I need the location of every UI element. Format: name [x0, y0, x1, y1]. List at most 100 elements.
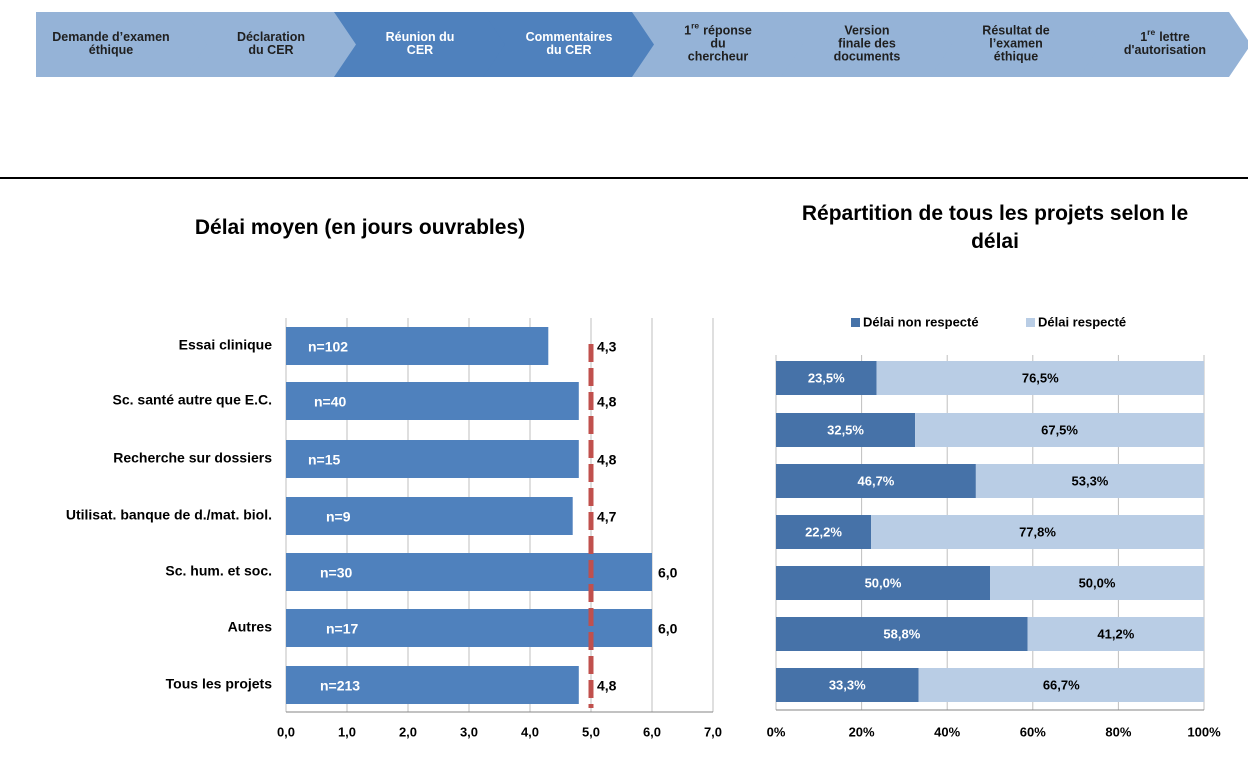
process-step [185, 12, 357, 77]
bar-segment [975, 464, 1204, 498]
bar-segment [776, 566, 990, 600]
step-label: d'autorisation [1124, 43, 1206, 57]
legend-label: Délai respecté [1038, 314, 1126, 329]
step-label: éthique [89, 43, 133, 57]
x-tick-label: 6,0 [643, 724, 661, 739]
bar [286, 497, 573, 535]
bar-segment [776, 464, 976, 498]
step-label: éthique [994, 50, 1038, 64]
process-step [1079, 12, 1248, 77]
x-tick-label: 3,0 [460, 724, 478, 739]
legend-swatch [1026, 318, 1035, 327]
step-sup: re [691, 21, 699, 31]
step-text: du [710, 37, 725, 51]
bar-segment [776, 617, 1028, 651]
step-label: documents [834, 50, 901, 64]
value-label: 23,5% [808, 370, 845, 385]
value-label: 50,0% [1079, 575, 1116, 590]
annotation: n=15 [308, 452, 341, 468]
bar [286, 382, 579, 420]
step-text: éthique [994, 50, 1038, 64]
category-label: Essai clinique [179, 337, 273, 353]
x-tick-label: 40% [934, 724, 960, 739]
step-label: du CER [248, 43, 293, 57]
step-label: du [710, 37, 725, 51]
x-tick-label: 0% [767, 724, 786, 739]
step-label: Demande d’examen [52, 30, 169, 44]
bar-segment [776, 515, 872, 549]
value-label: 53,3% [1072, 473, 1109, 488]
step-text: du CER [248, 43, 293, 57]
step-text: Version [844, 24, 889, 38]
value-label: 4,8 [597, 394, 617, 410]
x-tick-label: 100% [1187, 724, 1221, 739]
step-number: 1 [684, 24, 691, 38]
value-label: 67,5% [1041, 422, 1078, 437]
step-text: réponse [703, 24, 752, 38]
annotation: n=40 [314, 394, 347, 410]
step-text: lettre [1159, 30, 1190, 44]
step-label: finale des [838, 37, 896, 51]
category-label: Utilisat. banque de d./mat. biol. [66, 507, 272, 523]
process-step [483, 12, 655, 77]
x-tick-label: 4,0 [521, 724, 539, 739]
step-label: chercheur [688, 50, 749, 64]
step-text: l’examen [989, 37, 1043, 51]
x-tick-label: 2,0 [399, 724, 417, 739]
annotation: n=102 [308, 339, 348, 355]
category-label: Sc. santé autre que E.C. [113, 392, 273, 408]
legend-label: Délai non respecté [863, 314, 979, 329]
x-tick-label: 5,0 [582, 724, 600, 739]
bar-segment [915, 413, 1204, 447]
value-label: 46,7% [858, 473, 895, 488]
step-label: Version [844, 24, 889, 38]
process-step [781, 12, 953, 77]
x-tick-label: 0,0 [277, 724, 295, 739]
bar-segment [918, 668, 1204, 702]
step-text: Déclaration [237, 30, 305, 44]
bar-segment [776, 361, 877, 395]
bar-segment [876, 361, 1204, 395]
value-label: 58,8% [883, 626, 920, 641]
step-text: chercheur [688, 50, 749, 64]
x-tick-label: 1,0 [338, 724, 356, 739]
bar-segment [871, 515, 1204, 549]
annotation: n=17 [326, 621, 359, 637]
bar-segment [776, 668, 919, 702]
step-label: CER [407, 43, 433, 57]
category-label: Autres [228, 619, 273, 635]
value-label: 4,8 [597, 678, 617, 694]
annotation: n=30 [320, 565, 353, 581]
value-label: 76,5% [1022, 370, 1059, 385]
process-step [632, 12, 804, 77]
step-label: du CER [546, 43, 591, 57]
step-label: 1re réponse [684, 21, 752, 38]
process-step [334, 12, 506, 77]
step-text: Résultat de [982, 24, 1049, 38]
value-label: 6,0 [658, 621, 678, 637]
value-label: 6,0 [658, 565, 678, 581]
value-label: 4,8 [597, 452, 617, 468]
value-label: 77,8% [1019, 524, 1056, 539]
value-label: 66,7% [1043, 677, 1080, 692]
step-text: Demande d’examen [52, 30, 169, 44]
value-label: 22,2% [805, 524, 842, 539]
step-label: Réunion du [386, 30, 455, 44]
bar [286, 440, 579, 478]
bar [286, 327, 549, 365]
step-number: 1 [1140, 30, 1147, 44]
value-label: 32,5% [827, 422, 864, 437]
x-tick-label: 7,0 [704, 724, 722, 739]
category-label: Tous les projets [166, 676, 273, 692]
value-label: 4,3 [597, 339, 617, 355]
step-label: Déclaration [237, 30, 305, 44]
legend-swatch [851, 318, 860, 327]
step-label: 1re lettre [1140, 27, 1190, 44]
bar [286, 666, 579, 704]
value-label: 4,7 [597, 509, 617, 525]
step-text: du CER [546, 43, 591, 57]
step-text: documents [834, 50, 901, 64]
bar-segment [1027, 617, 1204, 651]
step-text: éthique [89, 43, 133, 57]
